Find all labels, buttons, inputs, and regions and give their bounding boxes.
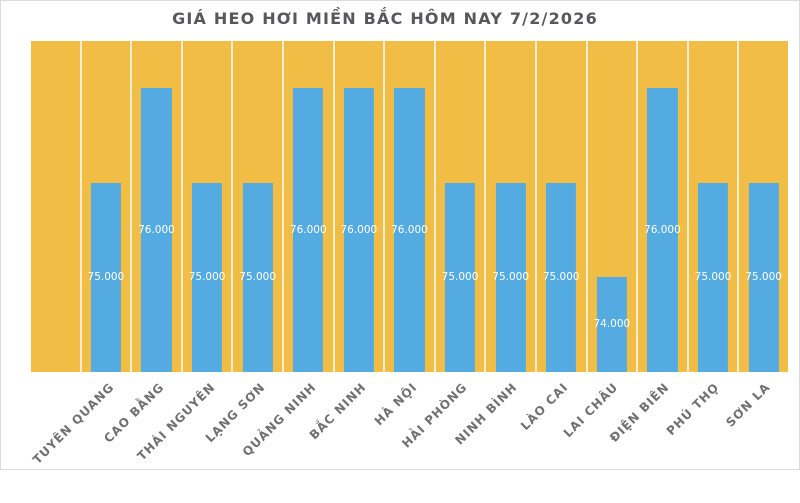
bar: 75.000 — [745, 182, 782, 372]
bar: 75.000 — [88, 182, 124, 372]
bar-value-label: 75.000 — [694, 271, 732, 284]
x-axis-label: LAI CHÂU — [561, 380, 622, 441]
bar: 76.000 — [644, 88, 681, 372]
x-axis-label: NINH BÌNH — [452, 380, 521, 448]
bar-column: 76.000 — [130, 41, 181, 372]
bar: 75.000 — [189, 182, 225, 372]
x-axis-label: QUẢNG NINH — [239, 380, 319, 460]
bar-value-label: 76.000 — [138, 223, 175, 236]
bar-value-label: 75.000 — [87, 271, 125, 284]
x-axis-label: THÁI NGUYÊN — [134, 380, 218, 464]
bar: 75.000 — [239, 182, 276, 372]
bar-value-label: 76.000 — [289, 223, 327, 236]
x-axis-label: ĐIỆN BIÊN — [606, 380, 672, 445]
bar-column: 75.000 — [484, 41, 535, 372]
bar: 75.000 — [442, 182, 478, 372]
x-axis-label: BẮC NINH — [306, 380, 369, 443]
bar: 76.000 — [391, 88, 428, 372]
bar-column: 76.000 — [383, 41, 434, 372]
x-axis-label: LÀO CAI — [517, 380, 571, 433]
bar-value-label: 76.000 — [340, 223, 378, 236]
x-axis-label: TUYÊN QUANG — [29, 380, 117, 467]
bar-column: 75.000 — [737, 41, 788, 372]
bar: 76.000 — [138, 88, 175, 372]
chart-title: GIÁ HEO HƠI MIỀN BẮC HÔM NAY 7/2/2026 — [172, 9, 598, 28]
bar: 76.000 — [290, 88, 327, 372]
bar: 75.000 — [492, 182, 529, 372]
bar-column: 75.000 — [534, 41, 586, 372]
x-axis-label: SƠN LA — [722, 380, 773, 430]
bar-column: 76.000 — [332, 41, 384, 372]
bar-value-label: 75.000 — [441, 271, 479, 284]
bar-value-label: 76.000 — [644, 223, 681, 236]
empty-column — [31, 41, 80, 372]
x-axis-label: HÀ NỘI — [371, 380, 420, 429]
bar-value-label: 75.000 — [239, 271, 277, 284]
bar-column: 76.000 — [281, 41, 333, 372]
bar-value-label: 75.000 — [188, 271, 226, 284]
bar-value-label: 74.000 — [593, 318, 631, 331]
x-axis-label: CAO BẰNG — [101, 380, 168, 446]
bar-column: 75.000 — [686, 41, 738, 372]
bar-column: 75.000 — [231, 41, 282, 372]
x-axis-label: PHÚ THỌ — [664, 380, 723, 439]
bar-column: 75.000 — [433, 41, 485, 372]
x-axis-label: LẠNG SƠN — [202, 380, 268, 446]
bar-column: 74.000 — [585, 41, 637, 372]
x-axis-label: HẢI PHÒNG — [399, 380, 470, 451]
bar: 75.000 — [543, 182, 580, 372]
bar-value-label: 75.000 — [492, 271, 530, 284]
bar: 76.000 — [340, 88, 377, 372]
bar-value-label: 75.000 — [745, 271, 782, 284]
bar-value-label: 75.000 — [542, 271, 580, 284]
bar-column: 75.000 — [79, 41, 131, 372]
bar-value-label: 76.000 — [391, 223, 428, 236]
bar: 74.000 — [593, 277, 630, 372]
bar-column: 76.000 — [636, 41, 687, 372]
bar-column: 75.000 — [180, 41, 232, 372]
plot-area: 75.000 76.000 75.000 75.000 76.000 76.000 76.0… — [31, 41, 788, 372]
bar: 75.000 — [695, 182, 731, 372]
